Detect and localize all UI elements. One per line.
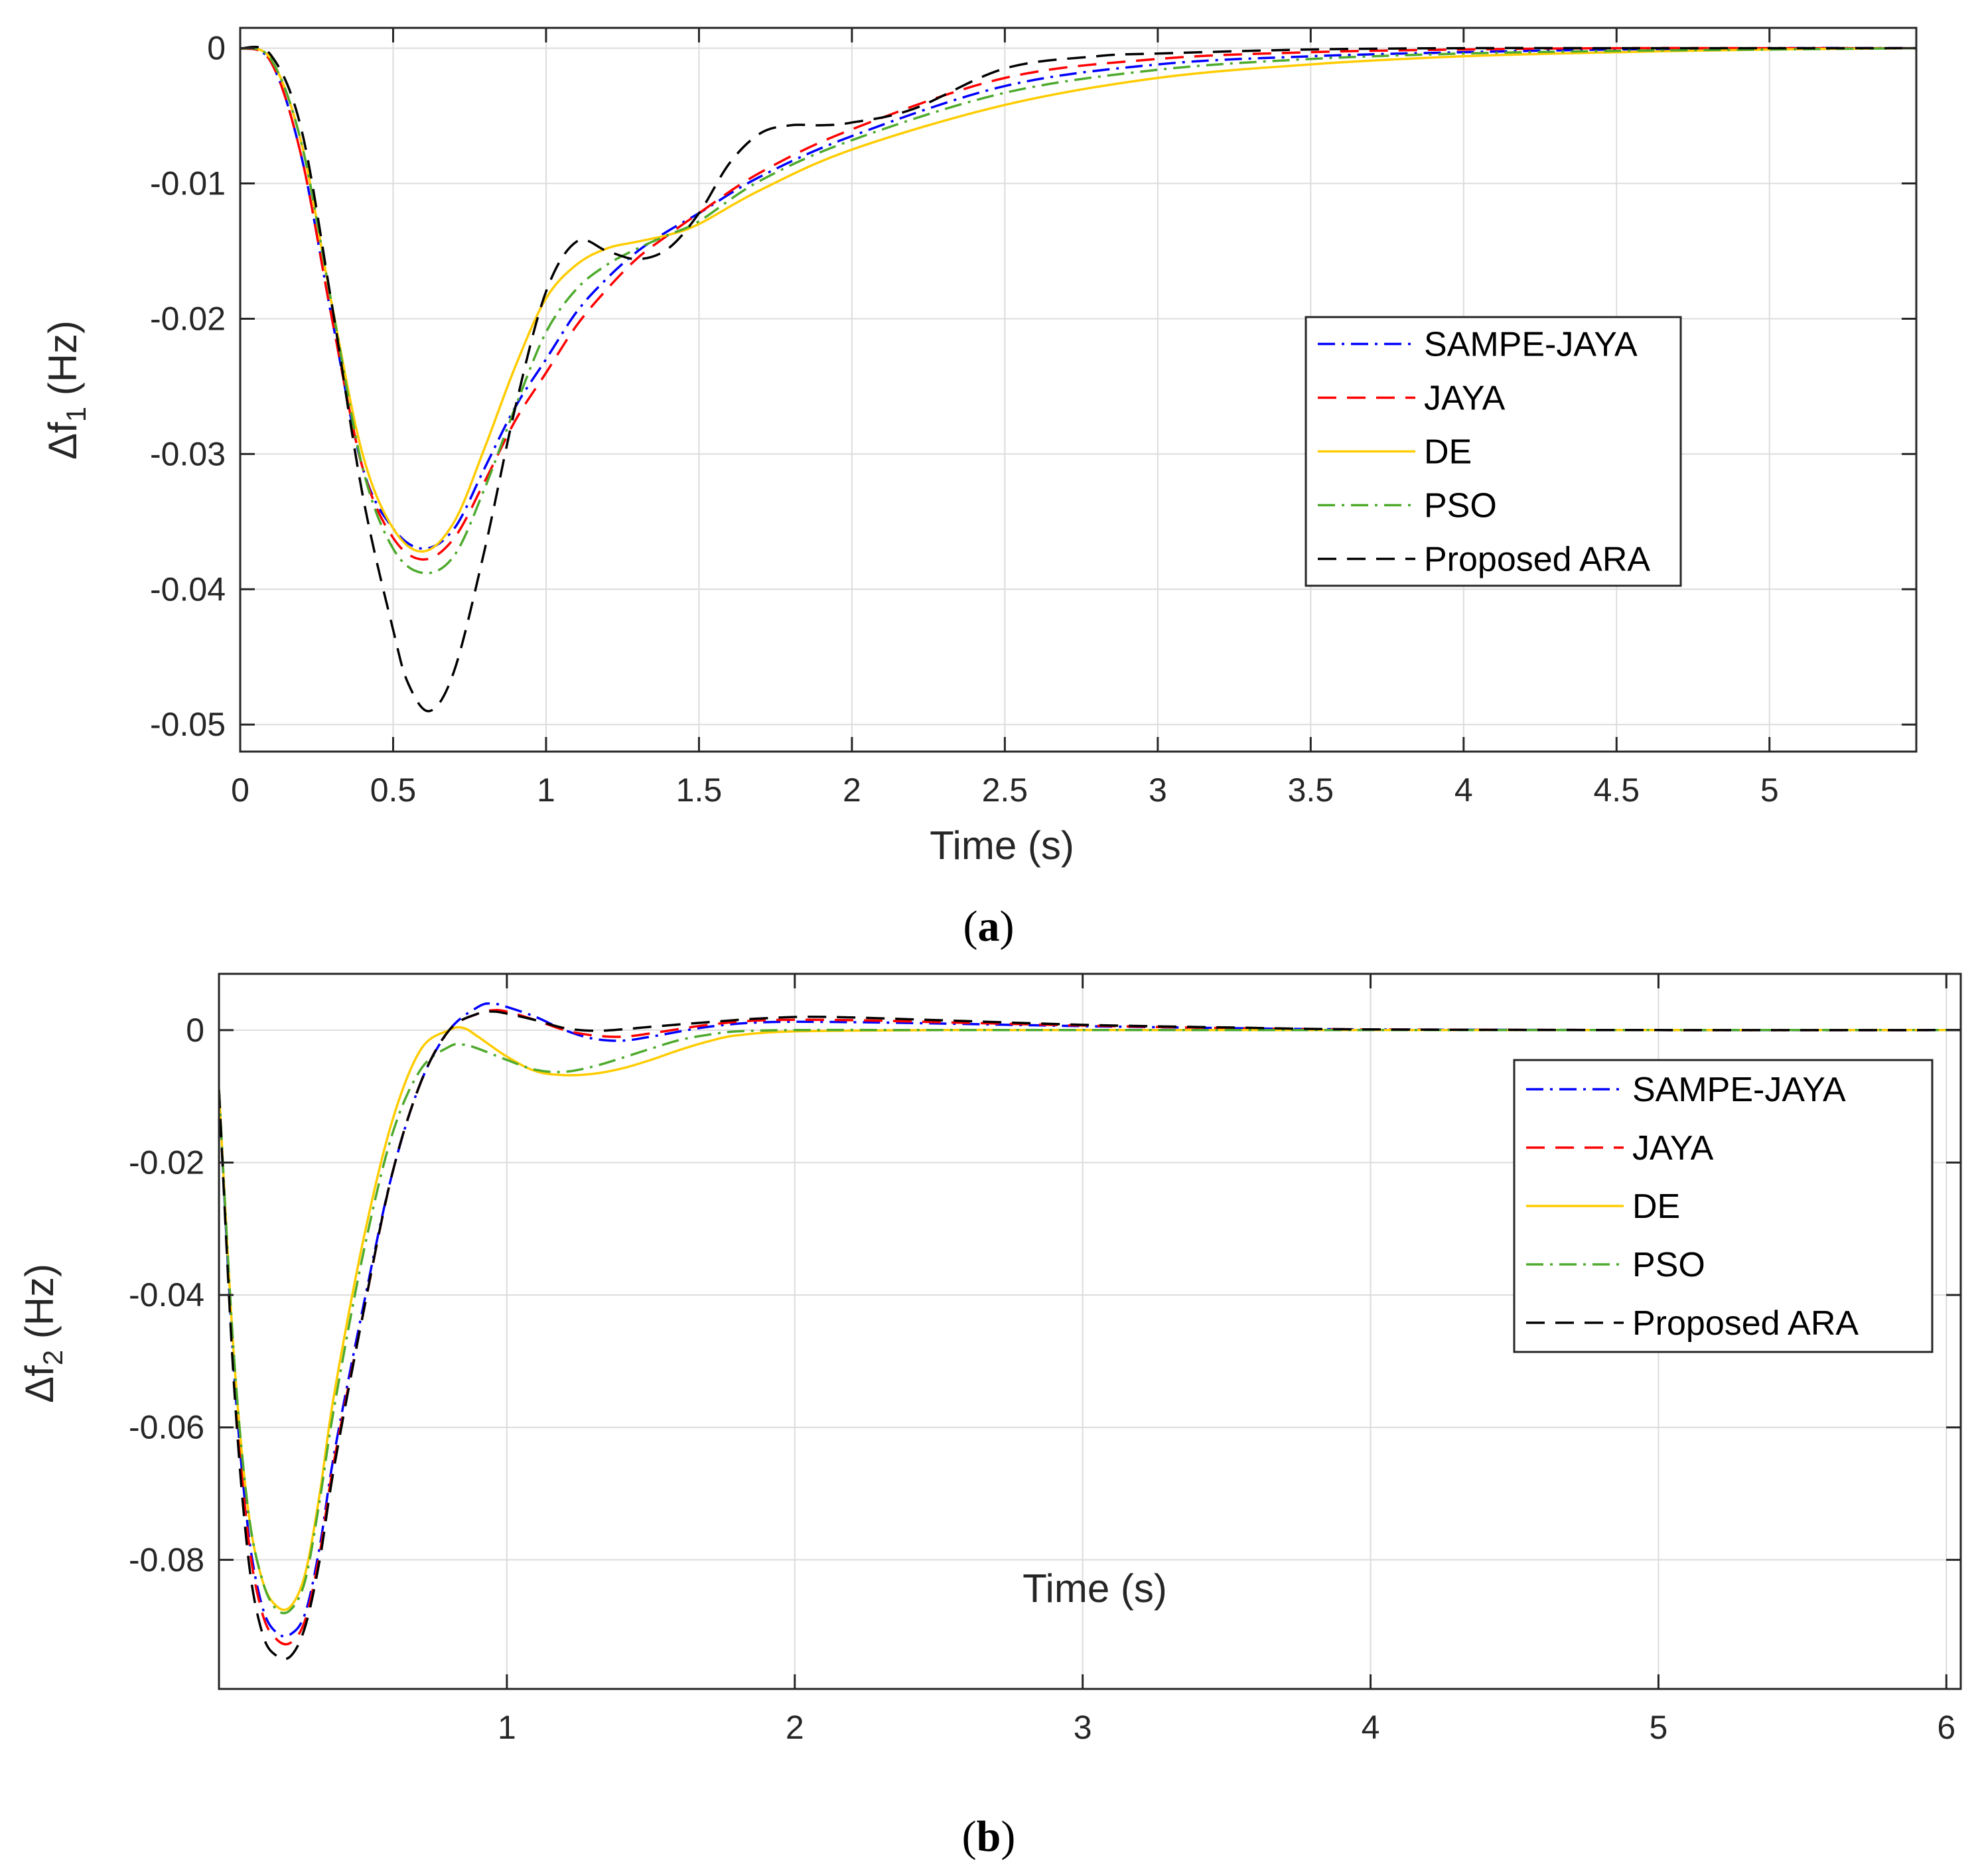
panel-a-axes-frame	[239, 27, 1918, 753]
x-tick-label: 5	[1650, 1709, 1668, 1746]
x-tick-label: 4	[1362, 1709, 1380, 1746]
legend-label: SAMPE-JAYA	[1632, 1071, 1846, 1109]
y-tick-label: -0.06	[129, 1409, 204, 1446]
panel-a-series	[240, 45, 1916, 712]
series-line-de	[240, 46, 1916, 553]
x-tick-label: 1	[498, 1709, 516, 1746]
caption-a: (a)	[963, 902, 1015, 951]
x-tick-label: 2	[843, 771, 861, 809]
x-tick-label: 4	[1454, 771, 1473, 809]
y-tick-label: -0.05	[150, 706, 226, 743]
panel-a-legend: SAMPE-JAYA JAYA DE PSO Proposed ARA	[1305, 316, 1682, 587]
legend-label: PSO	[1632, 1246, 1705, 1284]
y-tick-label: -0.02	[129, 1144, 204, 1181]
legend-label: JAYA	[1424, 379, 1506, 418]
series-line-sampe-jaya	[219, 1002, 1961, 1638]
series-line-proposed-ara	[219, 1010, 1961, 1660]
x-tick-label: 4.5	[1594, 771, 1640, 809]
y-tick-label: 0	[207, 30, 226, 67]
legend-label: Proposed ARA	[1632, 1304, 1859, 1343]
legend-label: Proposed ARA	[1424, 541, 1650, 579]
panel-b-y-label-suffix: (Hz)	[17, 1264, 62, 1350]
x-tick-label: 2.5	[982, 771, 1028, 809]
panel-a-chart: 0 0.5 1 1.5 2 2.5 3 3.5 4 4.5 5 0 -0.01 -0.02 -0.03 -0.…	[40, 27, 1918, 868]
panel-b-y-label-subscript: 2	[37, 1350, 68, 1365]
y-tick-label: -0.04	[129, 1276, 204, 1313]
caption-b: (b)	[962, 1812, 1016, 1861]
series-line-pso	[219, 1028, 1961, 1615]
x-tick-label: 1.5	[676, 771, 723, 809]
legend-label: DE	[1632, 1187, 1680, 1226]
caption-b-letter: b	[977, 1812, 1001, 1861]
y-tick-label: -0.03	[150, 435, 226, 472]
panel-b-axes-frame	[218, 972, 1962, 1690]
y-tick-label: 0	[186, 1012, 204, 1049]
panel-a-y-label-prefix: Δf	[40, 422, 85, 460]
y-tick-label: -0.02	[150, 300, 226, 337]
panel-b-chart: 1 2 3 4 5 60-0.02-0.04-0.06-0.08 Time (s) Δf2…	[17, 972, 1962, 1746]
x-tick-label: 0.5	[370, 771, 417, 809]
x-tick-label: 1	[537, 771, 555, 809]
series-line-jaya	[219, 1008, 1961, 1646]
series-line-proposed-ara	[240, 45, 1916, 712]
x-tick-label: 3	[1074, 1709, 1092, 1746]
panel-b-x-axis-label: Time (s)	[1023, 1566, 1167, 1611]
legend-label: DE	[1424, 433, 1472, 472]
panel-a-ticks: 0 0.5 1 1.5 2 2.5 3 3.5 4 4.5 5 0 -0.01 -0.02 -0.03 -0.…	[150, 28, 1916, 809]
legend-label: PSO	[1424, 487, 1497, 525]
caption-a-letter: a	[978, 902, 1000, 951]
x-tick-label: 2	[786, 1709, 804, 1746]
legend-label: SAMPE-JAYA	[1424, 326, 1638, 364]
panel-b-series	[219, 1002, 1961, 1660]
x-tick-label: 3	[1149, 771, 1167, 809]
panel-a-y-axis-label: Δf1 (Hz)	[40, 320, 92, 460]
series-line-pso	[240, 46, 1916, 574]
panel-a-y-label-suffix: (Hz)	[40, 320, 85, 407]
x-tick-label: 0	[231, 771, 249, 809]
y-tick-label: -0.08	[129, 1541, 204, 1578]
legend-label: JAYA	[1632, 1129, 1714, 1168]
series-line-jaya	[240, 46, 1916, 561]
panel-b-legend: SAMPE-JAYA JAYA DE PSO Proposed ARA	[1513, 1059, 1934, 1353]
x-tick-label: 5	[1760, 771, 1779, 809]
panel-b-ticks: 1 2 3 4 5 6 0 -0.02 -0.04 -0.06 -0.08	[129, 974, 1961, 1746]
x-tick-label: 6	[1937, 1709, 1955, 1746]
panel-a-y-label-subscript: 1	[60, 407, 92, 422]
panel-a-x-axis-label: Time (s)	[930, 823, 1074, 868]
panel-b-y-label-prefix: Δf	[17, 1365, 62, 1403]
x-tick-label: 3.5	[1288, 771, 1334, 809]
y-tick-label: -0.04	[150, 570, 226, 608]
y-tick-label: -0.01	[150, 165, 226, 202]
panel-b-y-axis-label: Δf2 (Hz)	[17, 1264, 68, 1403]
